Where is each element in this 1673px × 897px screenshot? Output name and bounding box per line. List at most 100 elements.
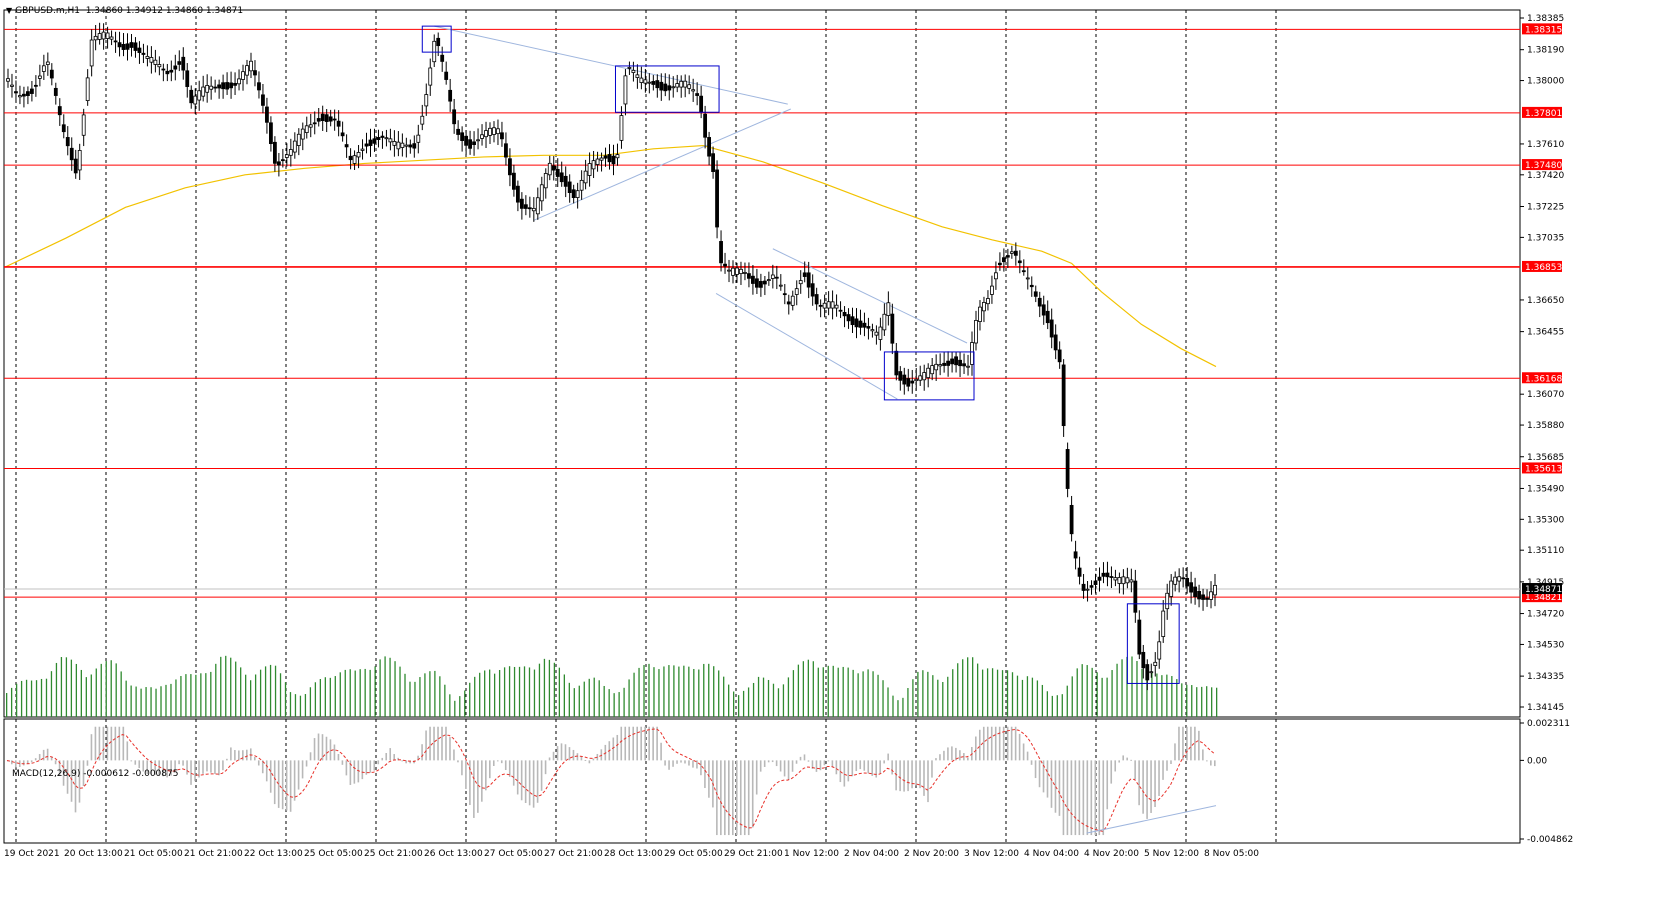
macd-hist-bar (238, 750, 240, 761)
candle-body (169, 69, 174, 73)
volume-bar (10, 687, 13, 717)
volume-bar (399, 666, 401, 717)
macd-hist-bar (409, 760, 411, 764)
volume-bar (1051, 695, 1053, 717)
candle-body (177, 61, 182, 65)
macd-hist-bar (1206, 760, 1208, 762)
candle-body (348, 155, 353, 161)
macd-hist-bar (445, 726, 447, 761)
volume-bar (210, 671, 212, 717)
volume-bar (1081, 664, 1083, 717)
candle-body (209, 85, 214, 90)
candle-body (575, 190, 580, 198)
macd-hist-bar (142, 760, 145, 772)
volume-bar (832, 665, 834, 717)
volume-bar (578, 685, 580, 717)
volume-bar (1036, 680, 1039, 717)
candle-body (1041, 304, 1046, 316)
volume-bar (648, 663, 650, 717)
macd-hist-bar (1102, 760, 1105, 836)
macd-hist-bar (1146, 760, 1148, 819)
candle-body (587, 163, 592, 176)
candle-body (14, 91, 18, 94)
candle-body (1013, 250, 1018, 256)
candle-body (894, 350, 899, 376)
candle-body (392, 141, 397, 146)
macd-hist-bar (1190, 726, 1192, 761)
macd-hist-bar (819, 760, 822, 771)
candle-body (870, 329, 875, 332)
candle-body (631, 69, 636, 73)
x-tick-label: 22 Oct 13:00 (244, 849, 303, 859)
candle-body (440, 54, 445, 62)
candle-body (770, 274, 775, 279)
macd-hist-bar (1162, 760, 1164, 780)
candle-body (659, 81, 664, 91)
macd-hist-bar (122, 726, 125, 761)
volume-bar (384, 656, 386, 717)
y-tick-label: 1.34145 (1527, 703, 1564, 713)
chart-menu-arrow-icon[interactable]: ▼ (6, 6, 13, 15)
volume-bar (852, 669, 854, 717)
level-label: 1.37801 (1525, 109, 1562, 119)
macd-hist-bar (1070, 760, 1073, 836)
candle-body (551, 165, 556, 171)
macd-hist-bar (982, 726, 985, 761)
macd-hist-bar (74, 760, 77, 813)
candle-body (962, 363, 966, 367)
candle-body (1205, 597, 1209, 600)
x-tick-label: 27 Oct 21:00 (544, 849, 603, 859)
volume-bar (55, 662, 58, 717)
volume-bar (359, 669, 361, 717)
level-label: 1.34821 (1525, 593, 1562, 603)
volume-bar (25, 679, 28, 717)
candle-body (1121, 576, 1126, 585)
macd-hist-bar (536, 760, 539, 803)
current-price-label: 1.34871 (1525, 585, 1562, 595)
volume-bar (459, 696, 461, 717)
macd-hist-bar (1142, 760, 1144, 814)
candle-body (85, 77, 90, 102)
volume-bar (80, 669, 82, 717)
macd-hist-bar (365, 760, 368, 775)
macd-hist-bar (130, 760, 133, 762)
volume-bar (807, 659, 809, 717)
macd-hist-bar (1066, 760, 1069, 836)
volume-bar (190, 674, 192, 717)
macd-hist-bar (959, 750, 961, 761)
volume-bar (533, 669, 536, 717)
macd-hist-bar (1174, 743, 1176, 761)
volume-bar (598, 680, 600, 717)
level-label: 1.37480 (1525, 161, 1562, 171)
candle-body (6, 78, 10, 82)
macd-hist-bar (234, 750, 236, 761)
candle-body (472, 141, 476, 145)
candle-body (1129, 579, 1134, 583)
macd-hist-bar (477, 760, 479, 813)
candle-body (950, 358, 954, 365)
x-tick-label: 8 Nov 05:00 (1204, 849, 1259, 859)
volume-bar (976, 663, 979, 717)
candle-body (1185, 577, 1190, 587)
candle-body (476, 139, 480, 142)
macd-hist-bar (1166, 760, 1168, 771)
volume-bar (205, 673, 207, 717)
volume-bar (772, 683, 775, 717)
candle-body (671, 86, 676, 89)
x-tick-label: 28 Oct 13:00 (604, 849, 663, 859)
macd-hist-bar (265, 760, 268, 782)
candle-body (77, 150, 82, 171)
macd-hist-bar (974, 736, 977, 761)
candle-body (229, 82, 233, 89)
macd-hist-bar (508, 760, 511, 777)
macd-hist-bar (441, 726, 443, 761)
candle-body (157, 64, 162, 68)
macd-hist-bar (1150, 760, 1152, 813)
candle-body (966, 365, 970, 368)
y-tick-label: 1.36650 (1527, 296, 1564, 306)
candle-body (161, 68, 166, 71)
candle-body (205, 85, 210, 93)
volume-bar (225, 655, 227, 717)
candle-body (312, 122, 317, 125)
